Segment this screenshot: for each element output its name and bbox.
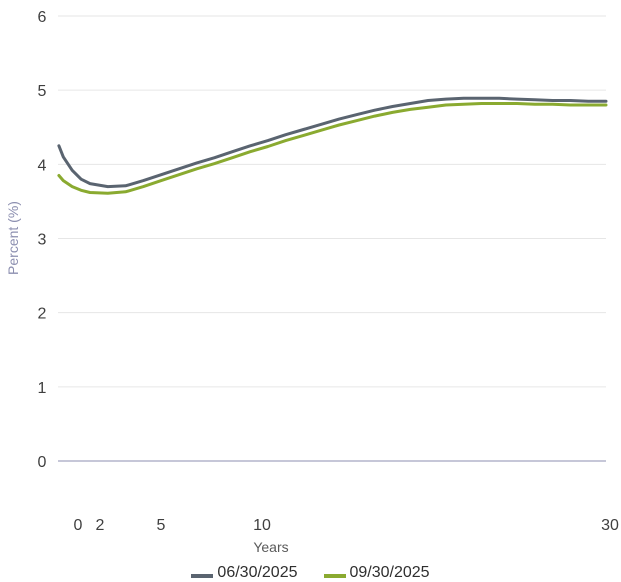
x-tick-label-10: 10 — [253, 517, 271, 534]
legend: 06/30/2025 09/30/2025 — [0, 564, 621, 582]
x-tick-label-2: 2 — [96, 517, 105, 534]
y-tick-label-4: 4 — [38, 157, 47, 174]
legend-label-2: 09/30/2025 — [349, 564, 430, 581]
y-tick-label-1: 1 — [38, 380, 47, 397]
y-axis-ticks: 0 1 2 3 4 5 6 — [38, 9, 47, 471]
y-tick-label-0: 0 — [38, 454, 47, 471]
grid-lines — [58, 15, 606, 462]
x-axis-title: Years — [253, 539, 288, 555]
legend-item-2: 09/30/2025 — [323, 564, 430, 582]
x-tick-label-30: 30 — [601, 517, 619, 534]
legend-label-1: 06/30/2025 — [217, 564, 298, 581]
x-tick-label-5: 5 — [157, 517, 166, 534]
series-line-1 — [57, 96, 608, 189]
x-axis-ticks: 0 2 5 10 30 — [74, 517, 619, 534]
legend-swatch-1 — [191, 574, 214, 578]
legend-swatch-2 — [323, 574, 346, 578]
series-line-2 — [57, 102, 608, 195]
y-tick-label-2: 2 — [38, 306, 47, 323]
y-tick-label-3: 3 — [38, 232, 47, 249]
series-lines — [57, 96, 608, 195]
y-axis-title: Percent (%) — [5, 201, 21, 275]
y-tick-label-5: 5 — [38, 83, 47, 100]
legend-item-1: 06/30/2025 — [191, 564, 298, 582]
x-tick-label-0: 0 — [74, 517, 83, 534]
y-tick-label-6: 6 — [38, 9, 47, 26]
